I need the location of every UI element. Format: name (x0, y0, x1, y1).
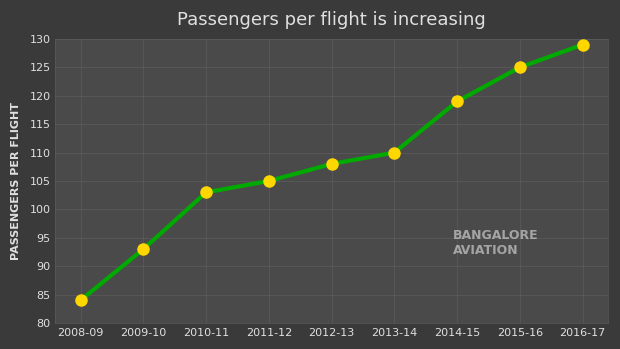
Point (389, 150, 399, 155)
Point (452, 99, 462, 104)
Point (76, 297, 86, 303)
Point (138, 246, 148, 252)
Point (264, 178, 274, 184)
Point (327, 161, 337, 167)
Title: Passengers per flight is increasing: Passengers per flight is increasing (177, 11, 486, 29)
Point (578, 42, 588, 47)
Point (201, 190, 211, 195)
Text: BANGALORE
AVIATION: BANGALORE AVIATION (453, 230, 539, 258)
Point (515, 65, 525, 70)
Y-axis label: PASSENGERS PER FLIGHT: PASSENGERS PER FLIGHT (11, 102, 21, 260)
